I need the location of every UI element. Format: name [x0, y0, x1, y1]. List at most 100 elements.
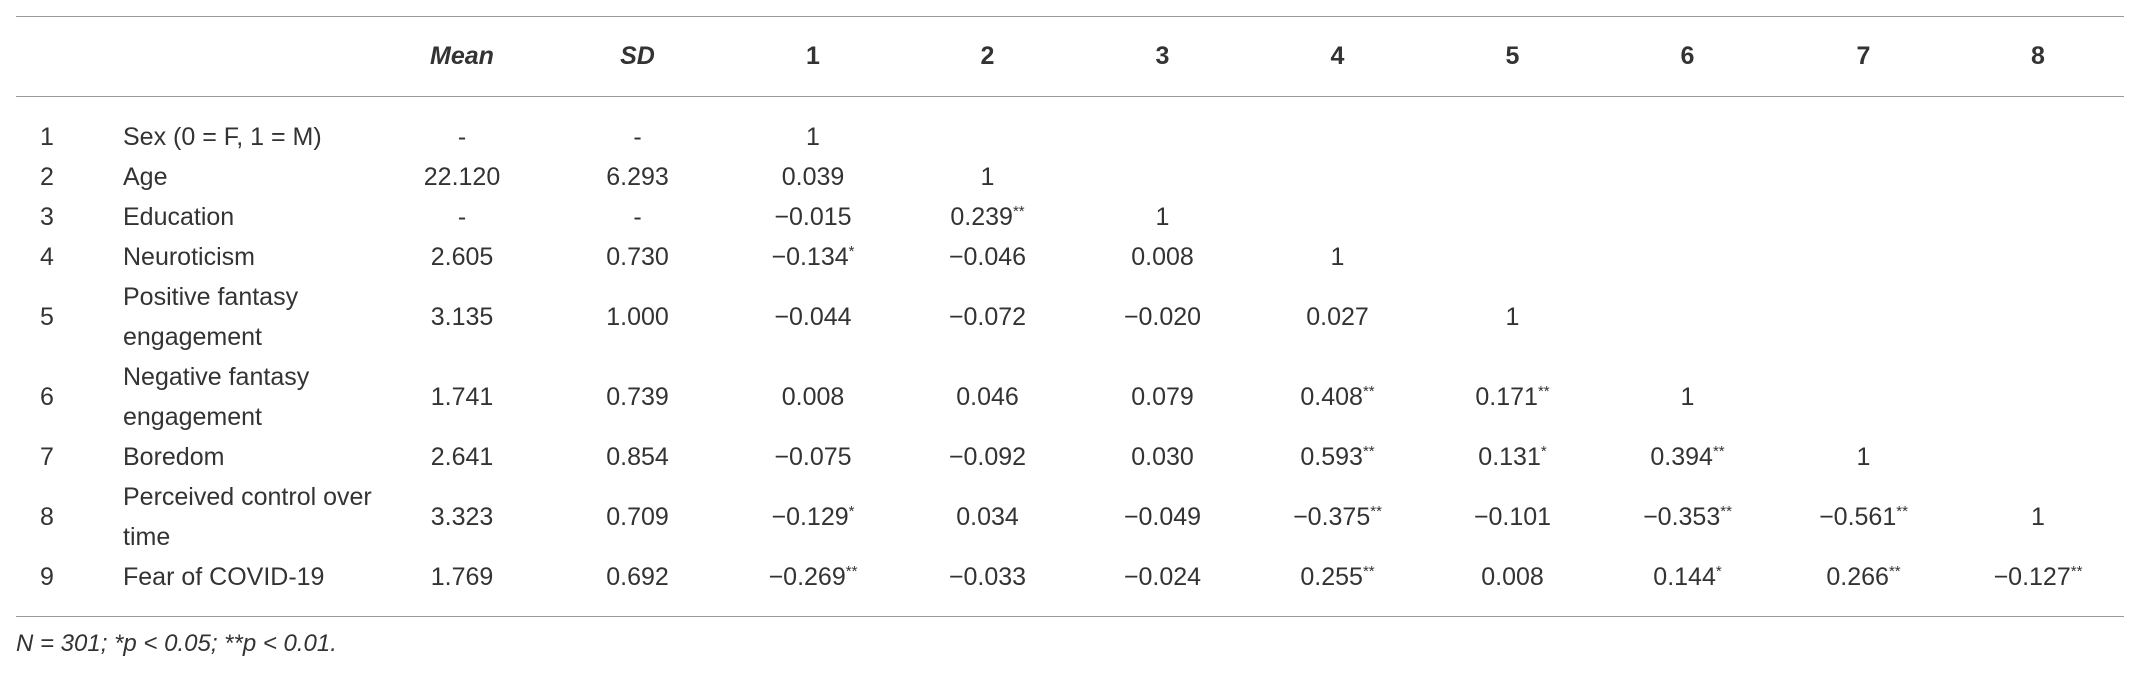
- empty-cell: [1600, 117, 1775, 157]
- cell-value: 0.255: [1300, 562, 1363, 591]
- row-number: 8: [40, 502, 54, 531]
- table-row: 1 Sex (0 = F, 1 = M) - - 1: [16, 117, 2124, 157]
- table-cell: 0.144*: [1600, 557, 1775, 597]
- table-cell: 0.709: [606, 502, 669, 531]
- row-label: Age: [123, 162, 168, 191]
- cell-value: −0.129: [771, 502, 849, 531]
- empty-cell: [1425, 157, 1600, 197]
- empty-cell: [1952, 157, 2124, 197]
- empty-cell: [1425, 197, 1600, 237]
- table-cell: 0.394**: [1600, 437, 1775, 477]
- table-cell: 0.039: [781, 162, 845, 191]
- significance-mark: **: [2070, 562, 2083, 580]
- significance-mark: **: [1888, 562, 1901, 580]
- cell-value: −0.127: [1993, 562, 2071, 591]
- column-header: 5: [1505, 42, 1520, 70]
- significance-mark: **: [1370, 502, 1382, 520]
- spacer: [16, 597, 2124, 617]
- cell-value: 0.266: [1826, 562, 1889, 591]
- row-label: Perceived control over time: [123, 482, 372, 551]
- empty-cell: [900, 117, 1075, 157]
- cell-value: −0.353: [1643, 502, 1721, 531]
- table-row: 6 Negative fantasy engagement 1.741 0.739 0.…: [16, 357, 2124, 437]
- cell-value: 0.171: [1475, 382, 1538, 411]
- column-header: Mean: [430, 42, 494, 70]
- table-cell: 1: [806, 122, 820, 151]
- empty-cell: [1075, 117, 1250, 157]
- table-cell: −0.101: [1473, 502, 1552, 531]
- empty-cell: [1250, 197, 1425, 237]
- table-cell: −0.024: [1123, 562, 1202, 591]
- table-cell: 0.739: [606, 382, 669, 411]
- row-number: 3: [40, 202, 54, 231]
- table-row: 9 Fear of COVID-19 1.769 0.692 −0.269** −0.03…: [16, 557, 2124, 597]
- cell-value: 0.144: [1653, 562, 1716, 591]
- cell-value: −0.561: [1819, 502, 1897, 531]
- spacer-cell: [16, 597, 2124, 617]
- table-cell: −0.072: [948, 302, 1027, 331]
- table-cell: −0.033: [948, 562, 1027, 591]
- empty-cell: [1600, 237, 1775, 277]
- table-cell: 1: [1155, 202, 1170, 231]
- column-header: 2: [980, 42, 995, 70]
- table-cell: 1.000: [606, 302, 669, 331]
- table-cell: 0.171**: [1425, 357, 1600, 437]
- row-number: 9: [40, 562, 54, 591]
- significance-mark: **: [1362, 562, 1375, 580]
- empty-cell: [1425, 237, 1600, 277]
- table-cell: 0.692: [606, 562, 669, 591]
- table-cell: 1: [1856, 442, 1871, 471]
- table-row: 2 Age 22.120 6.293 0.039 1: [16, 157, 2124, 197]
- table-cell: −0.092: [948, 442, 1027, 471]
- row-label: Fear of COVID-19: [123, 562, 325, 591]
- row-label: Neuroticism: [123, 242, 255, 271]
- cell-value: 0.593: [1300, 442, 1363, 471]
- empty-cell: [1775, 117, 1952, 157]
- cell-value: −0.134: [771, 242, 849, 271]
- table-cell: 0.131*: [1425, 437, 1600, 477]
- table-cell: 2.605: [430, 242, 494, 271]
- row-number: 6: [40, 382, 54, 411]
- table-cell: −0.134*: [726, 237, 900, 277]
- table-row: 3 Education - - −0.015 0.239** 1: [16, 197, 2124, 237]
- significance-mark: **: [1012, 202, 1025, 220]
- header-row: Mean SD 1 2 3 4 5 6 7 8: [16, 17, 2124, 97]
- table-cell: 0.008: [1481, 562, 1544, 591]
- empty-cell: [1600, 157, 1775, 197]
- table-cell: 0.008: [1131, 242, 1194, 271]
- empty-cell: [1250, 157, 1425, 197]
- table-body: 1 Sex (0 = F, 1 = M) - - 1 2 Age 22.120 6.293 0.0…: [16, 97, 2124, 617]
- table-cell: 3.135: [430, 302, 494, 331]
- table-cell: 0.030: [1131, 442, 1194, 471]
- table-cell: 0.593**: [1250, 437, 1425, 477]
- table-cell: −0.020: [1123, 302, 1202, 331]
- table-cell: 1: [980, 162, 995, 191]
- significance-mark: *: [1715, 562, 1722, 580]
- empty-cell: [1425, 117, 1600, 157]
- table-cell: -: [457, 122, 467, 151]
- table-cell: −0.044: [774, 302, 852, 331]
- table-cell: −0.075: [774, 442, 852, 471]
- table-cell: 0.854: [606, 442, 669, 471]
- cell-value: 0.239: [950, 202, 1013, 231]
- table-cell: -: [633, 202, 642, 231]
- table-cell: 1.741: [430, 382, 494, 411]
- row-number: 5: [40, 302, 54, 331]
- table-cell: -: [457, 202, 467, 231]
- row-label: Positive fantasy engagement: [123, 282, 299, 351]
- table-cell: −0.353**: [1600, 477, 1775, 557]
- table-cell: 0.730: [606, 242, 669, 271]
- empty-cell: [1775, 357, 1952, 437]
- table-cell: 3.323: [430, 502, 494, 531]
- table-cell: -: [633, 122, 642, 151]
- significance-mark: **: [845, 562, 858, 580]
- column-header: 1: [806, 42, 820, 70]
- table-cell: 0.408**: [1250, 357, 1425, 437]
- empty-cell: [1775, 197, 1952, 237]
- row-number: 2: [40, 162, 54, 191]
- empty-cell: [1952, 117, 2124, 157]
- column-header: 7: [1856, 42, 1871, 70]
- table-cell: 0.034: [956, 502, 1019, 531]
- column-header: 8: [2031, 42, 2045, 70]
